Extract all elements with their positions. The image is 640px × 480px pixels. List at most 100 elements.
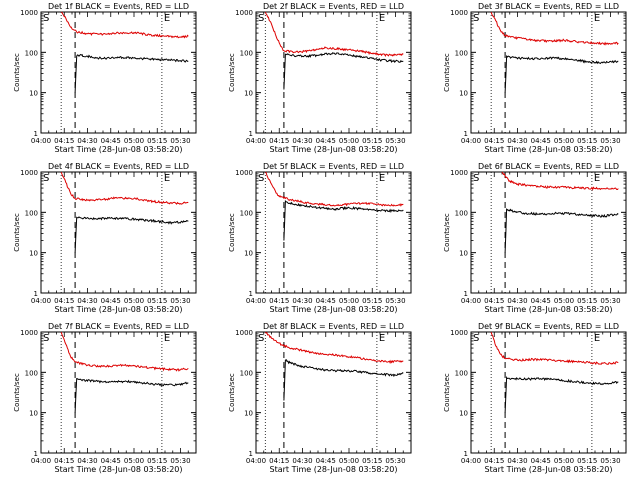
y-axis-label: Counts/sec: [443, 53, 451, 92]
end-marker-label: E: [594, 333, 600, 344]
x-tick-label: 05:00: [339, 297, 359, 305]
end-marker-label: E: [379, 13, 385, 24]
y-axis-label: Counts/sec: [13, 213, 21, 252]
x-tick-label: 04:00: [246, 457, 266, 465]
x-axis-label: Start Time (28-Jun-08 03:58:20): [270, 305, 398, 314]
series-lld-line: [60, 331, 189, 372]
start-marker-label: S: [473, 333, 479, 344]
y-tick-label: 100: [25, 209, 38, 217]
series-lld-line: [264, 331, 404, 365]
plot-frame: [40, 331, 197, 454]
y-axis-label: Counts/sec: [13, 53, 21, 92]
x-tick-label: 04:45: [316, 297, 336, 305]
x-tick-label: 04:30: [507, 137, 527, 145]
x-tick-label: 05:00: [554, 457, 574, 465]
x-tick-label: 04:00: [246, 297, 266, 305]
x-tick-label: 05:30: [600, 137, 620, 145]
x-tick-label: 05:15: [362, 137, 382, 145]
series-events-line: [283, 200, 404, 241]
x-tick-label: 04:15: [54, 457, 74, 465]
start-marker-label: S: [258, 173, 264, 184]
start-marker-label: S: [43, 173, 49, 184]
x-tick-label: 05:00: [339, 457, 359, 465]
x-tick-label: 05:00: [554, 137, 574, 145]
x-tick-label: 04:30: [507, 457, 527, 465]
series-events-line: [74, 53, 189, 93]
y-tick-label: 100: [455, 209, 468, 217]
y-tick-label: 100: [240, 49, 253, 57]
x-tick-label: 05:30: [170, 297, 190, 305]
x-tick-label: 04:30: [77, 457, 97, 465]
x-tick-label: 04:45: [316, 457, 336, 465]
series-lld-line: [264, 11, 404, 57]
y-tick-label: 1000: [235, 9, 253, 17]
x-tick-label: 04:15: [484, 137, 504, 145]
x-tick-label: 04:30: [77, 137, 97, 145]
y-tick-label: 10: [459, 90, 468, 98]
chart-title: Det 9f BLACK = Events, RED = LLD: [478, 322, 619, 331]
x-tick-label: 04:15: [269, 297, 289, 305]
x-tick-label: 04:45: [531, 137, 551, 145]
x-axis-label: Start Time (28-Jun-08 03:58:20): [55, 465, 183, 474]
y-tick-label: 100: [455, 369, 468, 377]
y-tick-label: 100: [25, 49, 38, 57]
x-tick-label: 04:45: [101, 297, 121, 305]
x-tick-label: 04:00: [461, 457, 481, 465]
x-tick-label: 05:15: [577, 297, 597, 305]
x-tick-label: 04:30: [292, 457, 312, 465]
y-tick-label: 100: [240, 209, 253, 217]
y-tick-label: 100: [25, 369, 38, 377]
plot-frame: [255, 331, 412, 454]
x-tick-label: 04:15: [54, 297, 74, 305]
start-marker-label: S: [43, 333, 49, 344]
x-tick-label: 05:00: [339, 137, 359, 145]
x-tick-label: 05:30: [385, 297, 405, 305]
series-events-line: [504, 55, 619, 93]
end-marker-label: E: [379, 173, 385, 184]
y-tick-label: 1: [249, 290, 253, 298]
x-tick-label: 05:15: [362, 297, 382, 305]
y-tick-label: 1: [249, 130, 253, 138]
x-tick-label: 04:30: [292, 137, 312, 145]
chart-title: Det 4f BLACK = Events, RED = LLD: [48, 162, 189, 171]
x-tick-label: 04:00: [246, 137, 266, 145]
series-events-line: [504, 208, 619, 253]
x-tick-label: 04:00: [31, 297, 51, 305]
y-axis-label: Counts/sec: [228, 373, 236, 412]
series-events-line: [504, 375, 619, 413]
x-tick-label: 05:15: [362, 457, 382, 465]
chart-title: Det 2f BLACK = Events, RED = LLD: [263, 2, 404, 11]
x-axis-label: Start Time (28-Jun-08 03:58:20): [270, 145, 398, 154]
x-tick-label: 04:00: [461, 137, 481, 145]
x-tick-label: 04:30: [77, 297, 97, 305]
x-tick-label: 04:45: [531, 457, 551, 465]
x-axis-label: Start Time (28-Jun-08 03:58:20): [485, 305, 613, 314]
y-tick-label: 10: [244, 250, 253, 258]
plot-frame: [470, 331, 627, 454]
y-axis-label: Counts/sec: [228, 213, 236, 252]
y-tick-label: 10: [459, 410, 468, 418]
x-axis-label: Start Time (28-Jun-08 03:58:20): [485, 465, 613, 474]
plot-frame: [40, 11, 197, 134]
y-tick-label: 1000: [450, 9, 468, 17]
x-tick-label: 05:30: [170, 457, 190, 465]
y-tick-label: 100: [455, 49, 468, 57]
x-tick-label: 05:30: [385, 457, 405, 465]
plot-frame: [40, 171, 197, 294]
y-tick-label: 1000: [450, 329, 468, 337]
y-tick-label: 1: [464, 450, 468, 458]
series-events-line: [74, 378, 189, 413]
x-tick-label: 05:15: [147, 297, 167, 305]
series-lld-line: [264, 171, 404, 207]
y-tick-label: 10: [29, 90, 38, 98]
y-tick-label: 1000: [235, 169, 253, 177]
x-tick-label: 05:00: [124, 137, 144, 145]
series-lld-line: [60, 11, 189, 39]
x-tick-label: 04:15: [484, 297, 504, 305]
chart-title: Det 5f BLACK = Events, RED = LLD: [263, 162, 404, 171]
y-axis-label: Counts/sec: [13, 373, 21, 412]
chart-title: Det 7f BLACK = Events, RED = LLD: [48, 322, 189, 331]
x-axis-label: Start Time (28-Jun-08 03:58:20): [270, 465, 398, 474]
x-axis-label: Start Time (28-Jun-08 03:58:20): [55, 145, 183, 154]
series-events-line: [283, 358, 404, 401]
